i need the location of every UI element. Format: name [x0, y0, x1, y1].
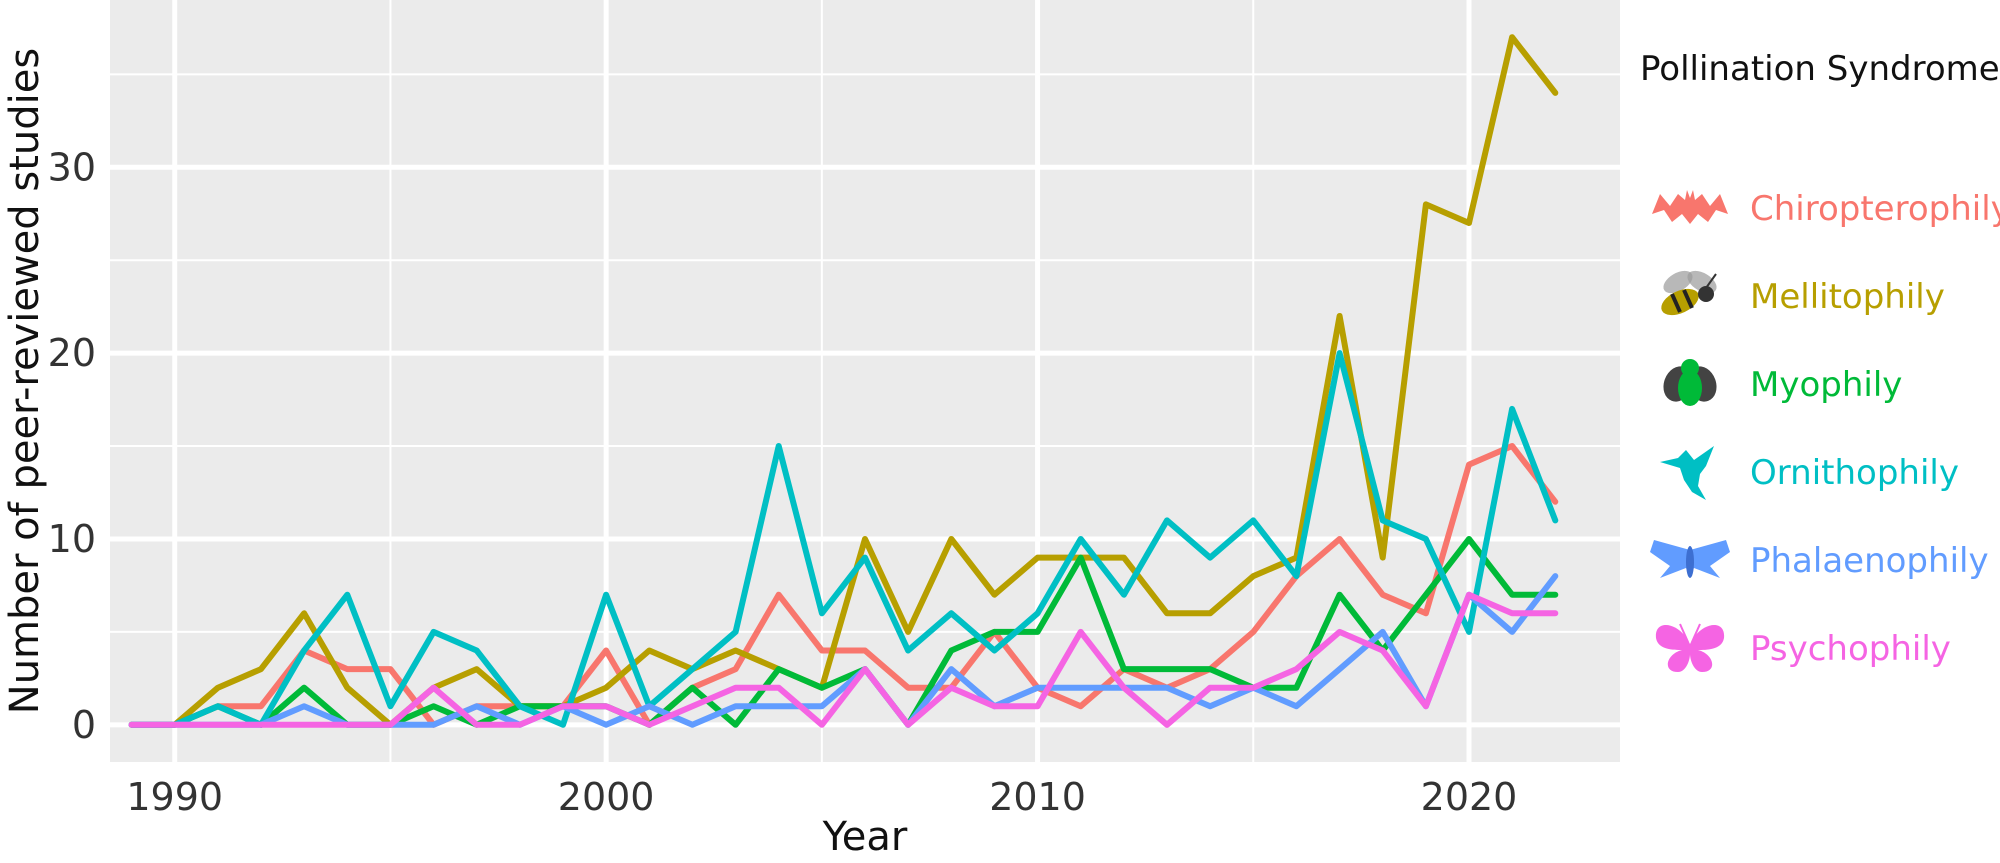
y-tick-label: 10 [48, 517, 96, 561]
legend-item-mellitophily: Mellitophily [1661, 270, 1945, 317]
legend-label: Chiropterophily [1750, 189, 2000, 229]
series-line-chiropterophily [128, 443, 1559, 728]
butterfly-icon [1655, 623, 1725, 672]
legend-label: Phalaenophily [1750, 541, 1989, 581]
series-line-psychophily [128, 591, 1559, 728]
bee-icon [1661, 270, 1717, 316]
y-axis-ticks: 0 10 20 30 [48, 145, 96, 747]
x-axis-title: Year [822, 814, 908, 860]
grid-minor [110, 0, 1620, 762]
x-tick-label: 2020 [1421, 775, 1518, 819]
series-line-mellitophily [128, 34, 1559, 728]
y-axis-title: Number of peer-reviewed studies [2, 48, 48, 714]
y-tick-label: 30 [48, 145, 96, 189]
series-line-ornithophily [128, 350, 1559, 728]
y-tick-label: 20 [48, 331, 96, 375]
bat-icon [1652, 190, 1728, 224]
legend-label: Psychophily [1750, 629, 1951, 669]
legend-label: Ornithophily [1750, 453, 1959, 493]
legend-item-ornithophily: Ornithophily [1660, 446, 1959, 500]
x-tick-label: 2000 [558, 775, 655, 819]
legend-item-phalaenophily: Phalaenophily [1650, 540, 1989, 581]
legend-item-myophily: Myophily [1663, 359, 1902, 406]
legend-item-psychophily: Psychophily [1655, 623, 1951, 672]
x-tick-label: 2010 [989, 775, 1086, 819]
hummingbird-icon [1660, 446, 1714, 500]
moth-icon [1650, 540, 1730, 578]
legend-title: Pollination Syndrome [1640, 49, 2000, 89]
x-tick-label: 1990 [126, 775, 223, 819]
legend-label: Mellitophily [1750, 277, 1945, 317]
legend-item-chiropterophily: Chiropterophily [1652, 189, 2000, 229]
series-lines [128, 34, 1559, 728]
legend: Pollination Syndrome Chiropterophily Mell… [1640, 49, 2000, 672]
legend-label: Myophily [1750, 365, 1902, 405]
y-tick-label: 0 [72, 703, 96, 747]
x-axis-ticks: 1990 2000 2010 2020 [126, 775, 1517, 819]
fly-icon [1663, 359, 1717, 406]
